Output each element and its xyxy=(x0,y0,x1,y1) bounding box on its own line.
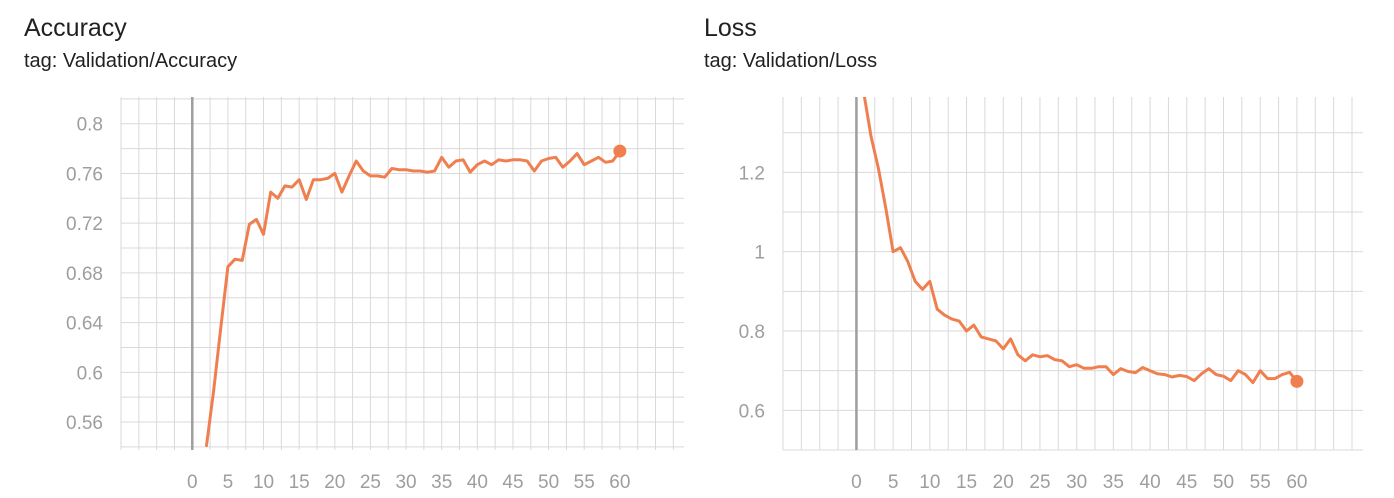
loss-x-tick-label: 25 xyxy=(1029,472,1050,493)
accuracy-x-tick-label: 60 xyxy=(609,472,630,493)
loss-x-tick-label: 55 xyxy=(1250,472,1271,493)
accuracy-line-chart[interactable]: 0 5 10 15 20 25 30 35 40 45 50 55 60 0.56 0.6 0.64 0.68 0… xyxy=(0,0,690,498)
loss-line-chart[interactable]: 0 5 10 15 20 25 30 35 40 45 50 55 60 0.6 0.8 1 1.2 xyxy=(690,0,1394,498)
accuracy-x-tick-label: 25 xyxy=(360,472,381,493)
accuracy-y-tick-label: 0.76 xyxy=(66,164,103,185)
loss-x-tick-label: 10 xyxy=(919,472,940,493)
loss-x-tick-label: 20 xyxy=(993,472,1014,493)
loss-chart-panel: Loss tag: Validation/Loss 0 5 10 15 20 25 30 35… xyxy=(690,0,1394,498)
accuracy-x-tick-label: 40 xyxy=(467,472,488,493)
loss-x-tick-label: 60 xyxy=(1286,472,1307,493)
loss-y-tick-label: 1.2 xyxy=(739,163,765,184)
loss-x-tick-label: 5 xyxy=(888,472,899,493)
accuracy-x-tick-label: 30 xyxy=(395,472,416,493)
accuracy-last-point-marker[interactable] xyxy=(613,144,627,158)
accuracy-y-tick-label: 0.6 xyxy=(77,363,103,384)
accuracy-chart-title: Accuracy xyxy=(24,14,127,42)
accuracy-x-tick-label: 55 xyxy=(574,472,595,493)
accuracy-x-tick-label: 5 xyxy=(223,472,234,493)
accuracy-x-tick-label: 35 xyxy=(431,472,452,493)
loss-last-point-marker[interactable] xyxy=(1290,374,1304,388)
accuracy-y-tick-label: 0.8 xyxy=(77,115,103,136)
accuracy-y-tick-label: 0.64 xyxy=(66,314,103,335)
loss-series-line[interactable] xyxy=(862,93,1299,385)
accuracy-chart-tag: tag: Validation/Accuracy xyxy=(24,50,238,72)
accuracy-series-line[interactable] xyxy=(205,149,622,448)
accuracy-x-tick-label: 0 xyxy=(187,472,198,493)
loss-x-tick-label: 45 xyxy=(1176,472,1197,493)
loss-x-tick-label: 50 xyxy=(1213,472,1234,493)
loss-y-tick-label: 1 xyxy=(754,243,765,264)
loss-x-tick-label: 30 xyxy=(1066,472,1087,493)
loss-y-tick-label: 0.8 xyxy=(739,322,765,343)
accuracy-y-tick-label: 0.72 xyxy=(66,214,103,235)
loss-x-tick-label: 15 xyxy=(956,472,977,493)
accuracy-chart-panel: Accuracy tag: Validation/Accuracy 0 5 10 15… xyxy=(0,0,690,498)
accuracy-x-tick-label: 15 xyxy=(289,472,310,493)
accuracy-y-tick-label: 0.68 xyxy=(66,264,103,285)
accuracy-y-tick-label: 0.56 xyxy=(66,413,103,434)
loss-x-tick-label: 40 xyxy=(1140,472,1161,493)
loss-chart-tag: tag: Validation/Loss xyxy=(704,50,878,72)
accuracy-x-tick-label: 45 xyxy=(502,472,523,493)
accuracy-x-tick-label: 10 xyxy=(253,472,274,493)
loss-y-tick-label: 0.6 xyxy=(739,401,765,422)
accuracy-x-tick-label: 20 xyxy=(324,472,345,493)
loss-chart-title: Loss xyxy=(704,14,757,42)
loss-x-tick-label: 35 xyxy=(1103,472,1124,493)
accuracy-x-tick-label: 50 xyxy=(538,472,559,493)
loss-x-tick-label: 0 xyxy=(851,472,862,493)
